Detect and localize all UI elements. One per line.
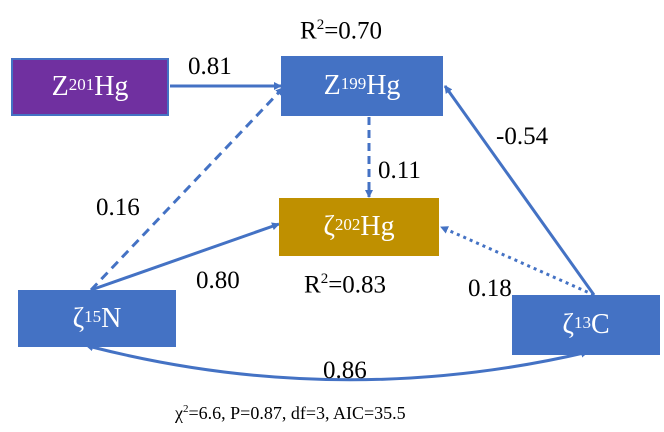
r-squared-z199hg: R2=0.70 [300,17,383,45]
node-zeta202hg-mass: 202 [334,215,361,234]
coef-n15-c13-covariance: 0.86 [323,357,367,384]
r-squared-z199hg-sup: 2 [316,17,325,33]
node-zeta202hg-element: Hg [360,211,395,242]
node-z199hg-symbol: Z [323,70,341,101]
r-squared-z199hg-value: =0.70 [324,17,383,45]
node-zeta15n-element: N [101,302,122,334]
r-squared-zeta202hg-sup: 2 [320,271,329,287]
node-z201hg: Z 201 Hg [11,58,169,116]
r-squared-z199hg-prefix: R [300,17,317,45]
node-z201hg-mass: 201 [68,75,95,94]
coef-c13-to-zeta202: 0.18 [468,275,512,302]
fit-df: df=3, [290,403,330,423]
r-squared-zeta202hg-value: =0.83 [328,271,387,299]
fit-chi-symbol: χ [175,403,183,423]
r-squared-zeta202hg: R2=0.83 [304,271,387,299]
fit-p-value: P=0.87, [230,403,287,423]
fit-chi-value: =6.6, [188,403,226,423]
node-z199hg-element: Hg [366,70,401,101]
node-zeta202hg-symbol: ζ [323,211,335,242]
node-zeta15n-mass: 15 [84,306,102,326]
fit-aic: AIC=35.5 [333,403,406,423]
coef-z201-to-z199: 0.81 [188,53,232,80]
node-z199hg-mass: 199 [340,74,367,93]
model-fit-statistics: χ2=6.6, P=0.87, df=3, AIC=35.5 [175,403,406,423]
fit-chi-sup: 2 [183,403,189,415]
node-zeta13c: ζ 13 C [512,295,660,355]
node-zeta13c-symbol: ζ [562,309,574,340]
coef-n15-to-z199: 0.16 [96,194,140,221]
node-zeta13c-mass: 13 [573,313,591,332]
node-z201hg-element: Hg [94,71,129,102]
node-zeta15n-symbol: ζ [72,302,85,334]
coef-n15-to-zeta202: 0.80 [196,267,240,294]
node-z201hg-symbol: Z [51,71,69,102]
arrow-n15-to-z199 [89,86,285,292]
coef-z199-to-zeta202: 0.11 [378,157,421,184]
arrow-c13-to-z199 [443,85,596,296]
r-squared-zeta202hg-prefix: R [304,271,321,299]
arrow-n15-to-zeta202 [90,222,280,292]
node-zeta202hg: ζ 202 Hg [279,198,439,256]
node-zeta13c-element: C [590,309,610,340]
node-zeta15n: ζ 15 N [18,290,176,347]
arrow-n15-c13-covariance [85,343,589,382]
coef-c13-to-z199: -0.54 [496,123,549,150]
node-z199hg: Z 199 Hg [281,56,443,116]
